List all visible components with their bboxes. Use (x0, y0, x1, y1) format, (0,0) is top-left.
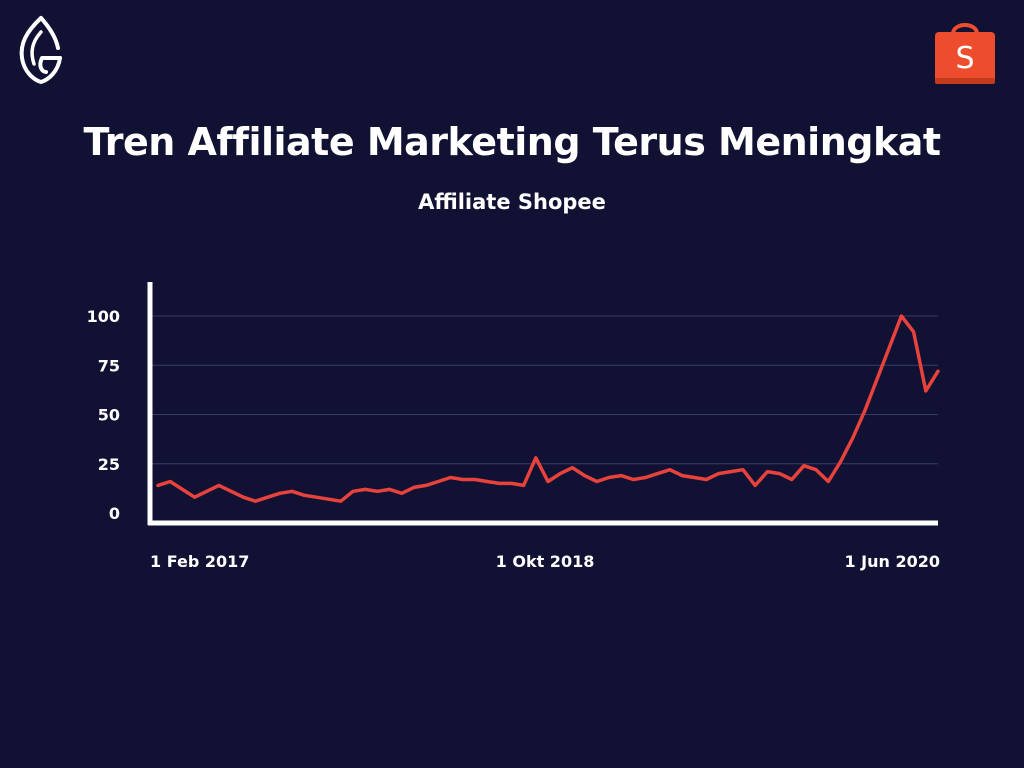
y-tick-label: 50 (98, 406, 120, 425)
x-tick-label: 1 Feb 2017 (150, 552, 249, 571)
y-tick-label: 100 (87, 307, 120, 326)
x-tick-labels: 1 Feb 2017 1 Okt 2018 1 Jun 2020 (150, 552, 940, 571)
page-title: Tren Affiliate Marketing Terus Meningkat (83, 120, 941, 164)
brand-logo-icon (19, 16, 62, 85)
shopee-logo-letter: S (955, 41, 974, 76)
y-tick-label: 0 (109, 504, 120, 523)
y-tick-labels: 0 25 50 75 100 (87, 307, 120, 523)
series-line (156, 314, 940, 503)
y-tick-label: 75 (98, 356, 120, 375)
x-tick-label: 1 Okt 2018 (496, 552, 595, 571)
shopee-bag-icon: S (935, 23, 995, 84)
y-tick-label: 25 (98, 455, 120, 474)
x-tick-label: 1 Jun 2020 (844, 552, 940, 571)
grid-lines (152, 315, 938, 465)
chart-subtitle: Affiliate Shopee (418, 190, 606, 214)
